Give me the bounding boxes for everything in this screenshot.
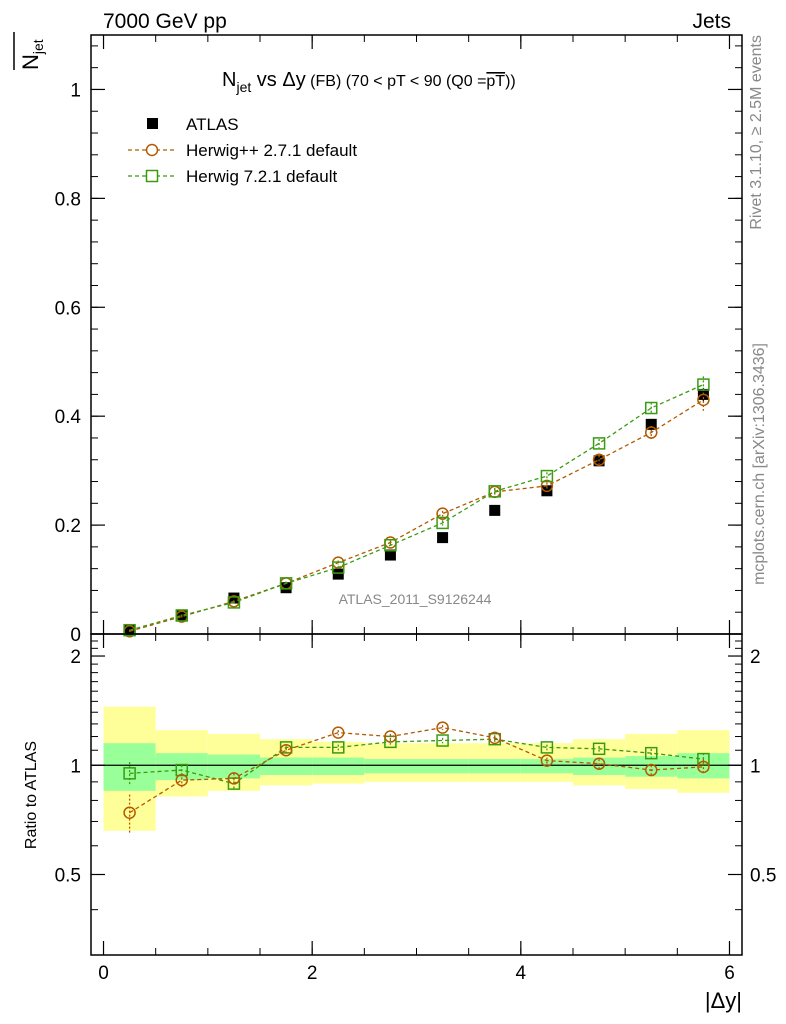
y-axis-label-ratio: Ratio to ATLAS [23, 741, 40, 849]
ratio-herwigpp-line [129, 726, 704, 814]
y-tick-label: 0.2 [55, 516, 81, 537]
herwig7-point [436, 516, 449, 530]
y-tick-label: 1 [70, 80, 81, 101]
herwig7-point [697, 378, 710, 391]
x-tick-label: 6 [724, 963, 735, 984]
herwig7-point [488, 485, 501, 498]
herwigpp-line [129, 399, 704, 632]
title-n-sub: jet [235, 79, 251, 95]
atlas-point [332, 568, 344, 580]
ratio-tick-label: 1 [70, 756, 81, 777]
x-axis: 0 2 4 6 [98, 35, 735, 984]
atlas-point [384, 549, 396, 561]
header-energy: 7000 GeV pp [103, 10, 227, 33]
legend-label-herwigpp: Herwig++ 2.7.1 default [186, 141, 357, 160]
y-tick-label: 0.8 [55, 189, 81, 210]
herwigpp-point [644, 426, 658, 439]
ratio-herwig7-point [175, 763, 189, 777]
title-close: )) [505, 73, 516, 90]
main-panel: 0 0.2 0.4 0.6 0.8 1 [55, 34, 743, 646]
ratio-herwigpp-point [227, 772, 241, 785]
ratio-herwig7-point [540, 741, 554, 754]
legend-label-atlas: ATLAS [186, 115, 239, 134]
herwig7-point [332, 561, 345, 574]
legend-marker-atlas [147, 118, 158, 129]
ratio-herwigpp-point [644, 763, 658, 777]
herwig7-point [175, 609, 189, 622]
herwigpp-point [697, 393, 710, 407]
mcplots-label: mcplots.cern.ch [arXiv:1306.3436] [751, 343, 768, 585]
ratio-band-inner [260, 757, 313, 776]
y-tick-label: 0.6 [55, 298, 81, 319]
herwig7-point [644, 401, 658, 415]
ratio-herwig7-line [129, 738, 704, 785]
ratio-herwigpp-point [332, 726, 345, 739]
herwig7-point [227, 596, 241, 609]
ratio-tick-label-right: 0.5 [750, 865, 776, 886]
herwig7-point [279, 577, 293, 590]
atlas-point [489, 504, 501, 516]
herwigpp-point [436, 507, 449, 520]
atlas-point [437, 532, 449, 544]
herwig7-point [540, 469, 554, 483]
y-label-sub: jet [30, 39, 46, 55]
ratio-tick-label-right: 2 [750, 647, 761, 668]
atlas-point [280, 582, 292, 594]
svg-text:Njet: Njet [18, 39, 46, 70]
ratio-herwigpp-point [488, 731, 501, 745]
title-pt: pT [486, 73, 505, 90]
legend: ATLAS Herwig++ 2.7.1 default Herwig 7.2.… [128, 115, 357, 186]
ratio-band-inner [364, 759, 417, 774]
y-tick-label: 0 [70, 625, 81, 646]
x-tick-label: 0 [98, 963, 109, 984]
x-tick-label: 2 [307, 963, 318, 984]
title-n: N [222, 69, 236, 91]
title-vs: vs Δy [251, 69, 305, 91]
y-label-n: N [18, 54, 43, 70]
herwigpp-point [540, 479, 554, 493]
x-axis-label: |Δy| [705, 988, 742, 1013]
rivet-label: Rivet 3.1.10, ≥ 2.5M events [748, 35, 765, 230]
ratio-band-inner [312, 757, 365, 776]
ratio-herwigpp-point [540, 754, 554, 767]
ratio-herwig7-point [436, 734, 449, 747]
herwig7-point [123, 623, 136, 637]
title-fb: (FB) (70 < pT < 90 (Q0 = [306, 73, 487, 90]
ratio-herwigpp-point [175, 773, 189, 787]
y-tick-label: 0.4 [55, 407, 82, 428]
ratio-herwig7-point [592, 742, 606, 756]
ratio-tick-label: 0.5 [55, 865, 81, 886]
herwig7-point [592, 437, 606, 450]
ratio-herwig7-point [644, 746, 658, 760]
herwigpp-point [592, 453, 606, 466]
ratio-band-inner [416, 759, 469, 774]
ratio-band-inner [572, 757, 626, 776]
y-axis-label-top: Njet [18, 39, 46, 70]
legend-marker-herwig7 [145, 169, 159, 183]
legend-marker-herwigpp [145, 143, 159, 157]
atlas-point [645, 418, 657, 430]
ratio-herwigpp-point [384, 730, 397, 743]
ratio-tick-label: 2 [70, 647, 81, 668]
x-tick-label: 4 [516, 963, 527, 984]
ratio-band-inner [207, 754, 261, 779]
ratio-band-inner [468, 759, 521, 774]
ratio-herwigpp-point [279, 743, 293, 757]
ratio-herwig7-point [123, 767, 136, 780]
analysis-watermark: ATLAS_2011_S9126244 [339, 591, 492, 607]
ratio-herwig7-point [332, 741, 345, 754]
header-process: Jets [692, 10, 731, 33]
ratio-herwigpp-point [436, 721, 449, 734]
plot-title: Njet vs Δy (FB) (70 < pT < 90 (Q0 =pT)) [222, 69, 516, 95]
ratio-herwigpp-point [123, 806, 136, 819]
ratio-tick-label-right: 1 [750, 756, 761, 777]
atlas-point [228, 592, 240, 604]
legend-label-herwig7: Herwig 7.2.1 default [186, 167, 337, 186]
ratio-herwigpp-point [697, 760, 710, 774]
ratio-herwigpp-point [592, 757, 606, 770]
herwig7-point [384, 538, 397, 552]
herwig7-line [129, 384, 704, 631]
ratio-panel: 0.5 0.5 1 1 2 2 [55, 633, 776, 956]
